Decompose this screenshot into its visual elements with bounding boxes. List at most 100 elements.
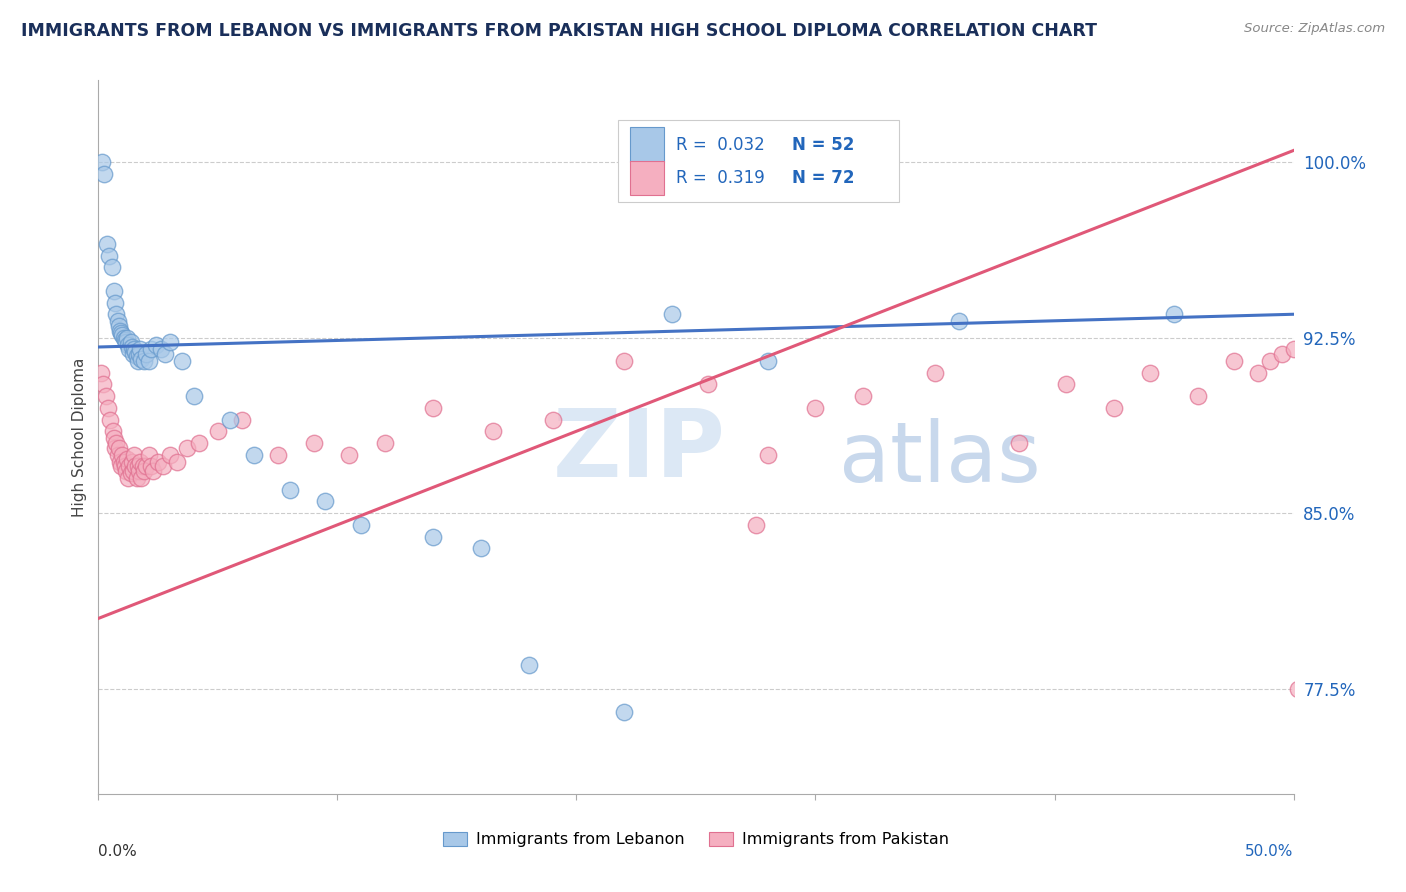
- Point: [104, 441, 127, 455]
- Point: [350, 517, 373, 532]
- Point: [128, 464, 150, 478]
- Text: N = 52: N = 52: [792, 136, 853, 153]
- Point: [138, 448, 160, 462]
- Point: [104, 295, 127, 310]
- Point: [131, 351, 153, 366]
- Point: [111, 448, 134, 462]
- Point: [127, 354, 149, 368]
- Point: [756, 448, 779, 462]
- Point: [231, 412, 253, 426]
- Point: [1104, 401, 1126, 415]
- Legend: Immigrants from Lebanon, Immigrants from Pakistan: Immigrants from Lebanon, Immigrants from…: [436, 825, 956, 854]
- Point: [159, 335, 181, 350]
- Point: [135, 347, 157, 361]
- Point: [90, 366, 112, 380]
- Point: [98, 249, 121, 263]
- Point: [135, 459, 157, 474]
- Point: [267, 448, 290, 462]
- Point: [120, 467, 142, 481]
- Point: [128, 347, 150, 361]
- Point: [139, 343, 162, 357]
- Point: [107, 448, 129, 462]
- Point: [94, 389, 117, 403]
- Point: [107, 314, 129, 328]
- Point: [127, 459, 149, 474]
- Point: [159, 448, 181, 462]
- Point: [152, 459, 174, 474]
- Point: [1247, 366, 1270, 380]
- Y-axis label: High School Diploma: High School Diploma: [72, 358, 87, 516]
- Point: [108, 455, 131, 469]
- Point: [131, 471, 153, 485]
- Point: [121, 340, 143, 354]
- Text: atlas: atlas: [839, 418, 1040, 499]
- Point: [118, 459, 141, 474]
- Point: [142, 464, 165, 478]
- Point: [1282, 343, 1305, 357]
- Point: [118, 343, 141, 357]
- Point: [1056, 377, 1078, 392]
- Point: [207, 424, 229, 438]
- Point: [517, 658, 540, 673]
- Point: [111, 328, 134, 343]
- Point: [613, 354, 636, 368]
- Point: [148, 455, 170, 469]
- Point: [422, 401, 444, 415]
- Point: [117, 471, 139, 485]
- Point: [124, 459, 146, 474]
- Point: [91, 155, 114, 169]
- Point: [122, 464, 145, 478]
- Point: [187, 436, 209, 450]
- Point: [138, 354, 160, 368]
- Point: [145, 337, 167, 351]
- Point: [1163, 307, 1185, 321]
- Text: N = 72: N = 72: [792, 169, 853, 187]
- Text: R =  0.319: R = 0.319: [676, 169, 765, 187]
- Point: [1271, 347, 1294, 361]
- Point: [1187, 389, 1209, 403]
- Point: [1286, 681, 1309, 696]
- Point: [101, 424, 124, 438]
- Point: [124, 448, 146, 462]
- Point: [100, 260, 122, 275]
- Text: R =  0.032: R = 0.032: [676, 136, 765, 153]
- Point: [1223, 354, 1246, 368]
- Point: [108, 324, 131, 338]
- Point: [166, 455, 188, 469]
- Point: [120, 335, 142, 350]
- Point: [110, 326, 132, 340]
- Point: [745, 517, 768, 532]
- Point: [115, 452, 138, 467]
- Point: [110, 459, 132, 474]
- Point: [93, 167, 115, 181]
- Point: [278, 483, 301, 497]
- Point: [1295, 716, 1317, 731]
- Point: [97, 401, 120, 415]
- Point: [131, 459, 153, 474]
- Point: [1258, 354, 1281, 368]
- Point: [948, 314, 970, 328]
- Point: [122, 347, 145, 361]
- Point: [852, 389, 875, 403]
- Point: [112, 331, 135, 345]
- Point: [302, 436, 325, 450]
- Point: [315, 494, 337, 508]
- Point: [243, 448, 266, 462]
- Point: [155, 347, 177, 361]
- Point: [114, 333, 136, 347]
- Point: [115, 331, 138, 345]
- Point: [96, 237, 118, 252]
- Point: [105, 307, 128, 321]
- Point: [125, 471, 148, 485]
- Point: [374, 436, 396, 450]
- Point: [470, 541, 492, 556]
- Point: [107, 318, 129, 333]
- Point: [924, 366, 946, 380]
- Point: [103, 284, 125, 298]
- Point: [422, 529, 444, 543]
- Point: [697, 377, 720, 392]
- Point: [98, 412, 122, 426]
- Point: [756, 354, 779, 368]
- Point: [1008, 436, 1031, 450]
- Point: [541, 412, 564, 426]
